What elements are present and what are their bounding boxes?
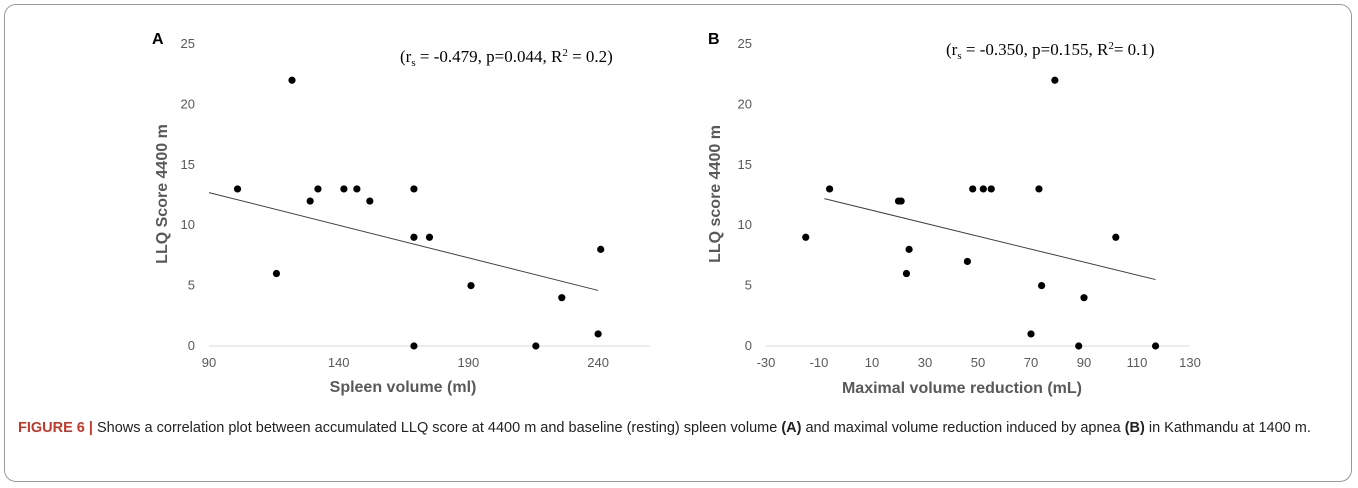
chart-b-x-tick-label: -30: [757, 355, 776, 370]
chart-a-x-tick-label: 140: [328, 355, 350, 370]
chart-b-point: [969, 185, 977, 193]
chart-b-x-ticks: -30 -10 10 30 50 70 90 110 130: [757, 355, 1201, 370]
chart-b-x-tick-label: 30: [918, 355, 932, 370]
chart-b-y-title: LLQ score 4400 m: [707, 125, 724, 263]
chart-a-stats: (rs = -0.479, p=0.044, R2 = 0.2): [400, 47, 613, 69]
chart-panel-b: B (rs = -0.350, p=0.155, R2= 0.1) 0 5 10 15…: [707, 31, 1201, 397]
caption-text-1: Shows a correlation plot between accumul…: [92, 420, 782, 436]
chart-b-point: [1051, 76, 1059, 84]
chart-a-point: [594, 330, 602, 338]
chart-a-point: [233, 185, 242, 193]
chart-a-x-tick-label: 90: [202, 355, 216, 370]
chart-a-y-title: LLQ Score 4400 m: [154, 124, 171, 264]
chart-b-point: [905, 245, 913, 253]
caption-ref-a: (A): [781, 420, 802, 436]
chart-a-point: [597, 245, 605, 253]
chart-a-x-title: Spleen volume (ml): [330, 379, 477, 396]
chart-b-point: [1075, 342, 1083, 350]
chart-b-stats: (rs = -0.350, p=0.155, R2= 0.1): [946, 40, 1155, 62]
chart-a-y-tick-label: 0: [188, 338, 195, 353]
chart-b-y-tick-label: 25: [738, 36, 752, 51]
chart-b-y-tick-label: 5: [745, 278, 752, 293]
caption-text-3: in Kathmandu at 1400 m.: [1144, 420, 1311, 436]
figure-frame: [4, 4, 1352, 482]
chart-b-x-tick-label: 50: [971, 355, 985, 370]
chart-b-point: [987, 185, 995, 193]
chart-b-point: [1151, 342, 1160, 350]
chart-b-trendline: [824, 198, 1156, 281]
chart-a-x-tick-label: 190: [458, 355, 480, 370]
chart-a-y-tick-label: 15: [181, 157, 195, 172]
chart-b-y-tick-label: 10: [738, 217, 752, 232]
chart-b-point: [902, 269, 911, 278]
chart-a-point: [288, 76, 296, 84]
chart-a-point: [340, 185, 348, 193]
chart-a-point: [353, 185, 361, 193]
panel-letter-b: B: [708, 31, 720, 48]
chart-b-point: [802, 233, 810, 241]
chart-a-point: [366, 197, 374, 205]
chart-b-y-ticks: 0 5 10 15 20 25: [738, 36, 752, 353]
chart-b-point: [826, 185, 834, 193]
panel-letter-a: A: [152, 31, 164, 48]
chart-b-x-tick-label: 90: [1077, 355, 1091, 370]
chart-a-trendline: [208, 192, 599, 291]
chart-b-points: [802, 76, 1160, 350]
chart-b-x-title: Maximal volume reduction (mL): [842, 380, 1082, 397]
chart-a-point: [272, 269, 281, 278]
chart-b-x-tick-label: 130: [1179, 355, 1201, 370]
chart-b-point: [1038, 282, 1046, 290]
chart-a-y-tick-label: 20: [181, 96, 195, 111]
chart-a-point: [532, 342, 540, 350]
chart-a-y-tick-label: 25: [181, 36, 195, 51]
chart-a-point: [306, 197, 314, 205]
chart-a-point: [467, 282, 475, 290]
chart-a-point: [410, 185, 418, 193]
caption-ref-b: (B): [1124, 420, 1145, 436]
chart-a-point: [410, 233, 418, 241]
figure-label: FIGURE 6 |: [18, 420, 93, 436]
chart-b-point: [1035, 185, 1043, 193]
chart-a-y-ticks: 0 5 10 15 20 25: [181, 36, 195, 353]
chart-b-x-tick-label: 10: [865, 355, 879, 370]
chart-b-point: [963, 257, 972, 266]
chart-b-point: [1080, 294, 1088, 302]
chart-a-point: [558, 294, 566, 302]
chart-b-point: [979, 185, 987, 193]
chart-a-y-tick-label: 5: [188, 278, 195, 293]
chart-b-point: [1112, 233, 1120, 241]
chart-b-y-tick-label: 20: [738, 96, 752, 111]
chart-b-y-tick-label: 0: [745, 338, 752, 353]
chart-b-x-tick-label: -10: [810, 355, 829, 370]
chart-panel-a: A (rs = -0.479, p=0.044, R2 = 0.2) 0 5 10 1…: [152, 31, 650, 396]
chart-a-point: [410, 342, 418, 350]
chart-a-points: [233, 76, 605, 350]
chart-a-point: [425, 233, 434, 241]
caption-text-2: and maximal volume reduction induced by …: [801, 420, 1125, 436]
figure-charts: A (rs = -0.479, p=0.044, R2 = 0.2) 0 5 10 1…: [152, 31, 1201, 397]
chart-a-x-tick-label: 240: [587, 355, 609, 370]
figure-caption: FIGURE 6 | Shows a correlation plot betw…: [18, 417, 1338, 440]
chart-a-y-tick-label: 10: [181, 217, 195, 232]
chart-b-x-tick-label: 110: [1127, 355, 1148, 370]
chart-a-point: [314, 185, 322, 193]
chart-b-y-tick-label: 15: [738, 157, 752, 172]
chart-b-point: [1027, 330, 1035, 338]
chart-b-point: [897, 197, 905, 205]
chart-b-x-tick-label: 70: [1024, 355, 1038, 370]
chart-a-x-ticks: 90 140 190 240: [202, 355, 609, 370]
